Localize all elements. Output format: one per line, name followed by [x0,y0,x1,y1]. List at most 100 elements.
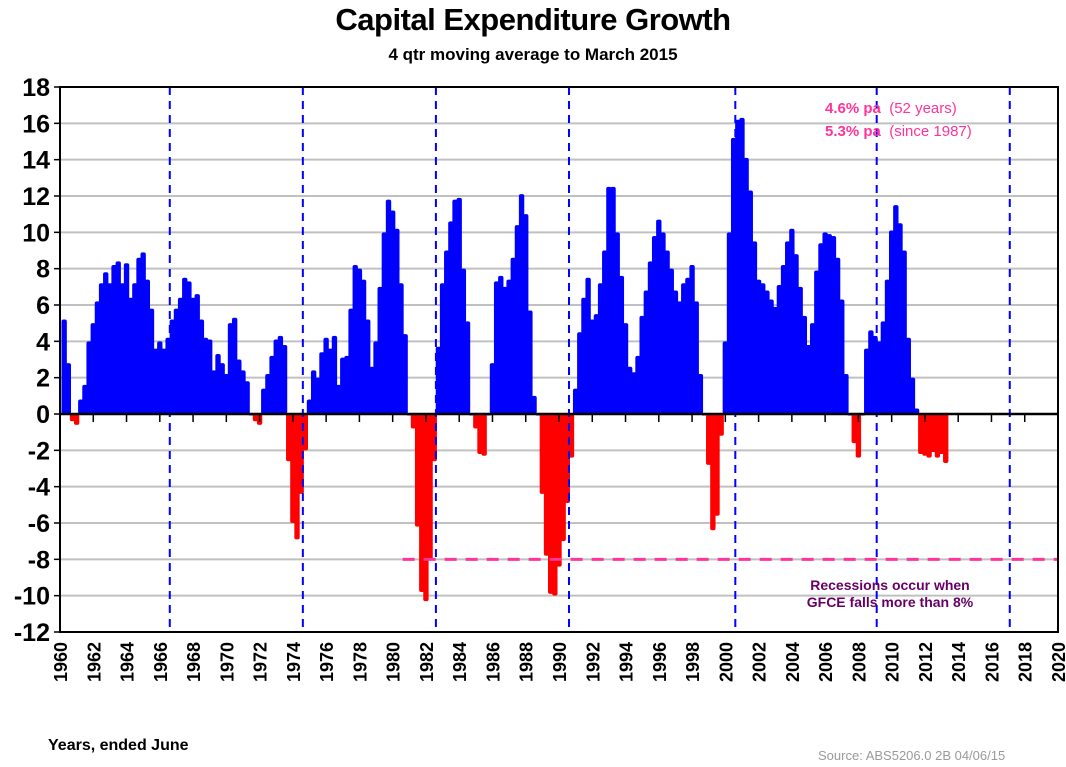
bar-positive [198,319,205,414]
bar-positive [764,290,770,414]
bar-positive [269,355,275,414]
bar-positive [589,319,595,414]
bar-positive [107,283,113,414]
bar-positive [822,232,828,414]
recession-markers [168,87,1011,632]
x-tick-label: 2000 [716,642,736,682]
bar-negative [718,414,724,436]
bar-negative [714,414,720,516]
bar-positive [152,348,159,414]
bar-positive [627,366,633,414]
bar-positive [685,277,691,414]
bar-positive [664,250,670,414]
bar-positive [651,235,658,414]
bar-positive [148,308,155,414]
bar-negative [423,414,429,602]
source-note: Source: ABS5206.0 2B 04/06/15 [818,748,1006,763]
bar-positive [818,243,824,414]
bar-positive [323,337,329,414]
bar-positive [202,337,209,414]
bar-negative [943,414,949,464]
bar-positive [506,279,512,414]
bars [61,117,949,602]
x-tick-label: 1976 [317,642,337,682]
x-tick-label: 1964 [118,642,138,682]
bar-positive [843,374,849,414]
x-tick-label: 1974 [284,642,304,682]
bar-positive [190,297,196,414]
bar-positive [864,348,870,414]
bar-positive [315,377,321,414]
bar-positive [834,257,841,414]
bar-positive [402,334,408,414]
bar-positive [169,319,175,414]
bar-negative [548,414,554,594]
bar-negative [560,414,566,542]
x-tick-label: 2014 [949,642,969,682]
bar-positive [776,285,783,414]
annotation-average-since-value: 5.3% pa [825,123,881,140]
bar-positive [186,281,192,414]
bar-positive [352,265,358,414]
x-tick-label: 1966 [151,642,171,682]
y-tick-label: 14 [22,147,50,175]
bar-positive [751,241,758,414]
x-tick-label: 2018 [1016,642,1036,682]
bar-positive [876,341,882,414]
bar-positive [780,265,787,414]
bar-positive [144,279,151,414]
x-tick-label: 1978 [350,642,370,682]
x-tick-label: 1968 [184,642,204,682]
bar-positive [86,341,92,414]
bar-positive [103,272,109,414]
bar-positive [785,241,791,414]
bar-positive [743,157,749,414]
bar-positive [905,337,911,414]
bar-positive [385,199,392,414]
bar-positive [618,275,625,414]
bar-positive [610,186,616,414]
bar-positive [132,283,138,414]
bar-positive [502,286,508,414]
bar-positive [676,301,683,414]
x-tick-label: 1992 [583,642,603,682]
x-tick-label: 1986 [483,642,503,682]
x-tick-label: 1970 [217,642,237,682]
annotation-average-since-1987: 5.3% pa (since 1987) [825,123,972,140]
bar-positive [739,117,745,414]
bar-positive [348,308,354,414]
bar-negative [938,414,945,454]
bar-positive [602,250,608,414]
bar-positive [240,370,246,414]
y-tick-label: -8 [28,546,50,574]
bar-negative [473,414,479,429]
bar-positive [360,279,367,414]
bar-positive [635,355,641,414]
bar-positive [614,232,620,414]
bar-positive [344,355,350,414]
bar-positive [82,384,88,414]
bar-positive [98,283,105,414]
bar-negative [706,414,712,465]
bar-positive [335,384,342,414]
y-tick-label: -2 [28,437,50,465]
bar-positive [514,225,521,414]
bar-negative [926,414,932,458]
bar-positive [531,395,537,414]
bar-positive [622,323,629,414]
x-tick-label: 1988 [517,642,537,682]
y-tick-label: -4 [28,474,50,502]
bar-positive [281,344,288,414]
bar-negative [410,414,417,429]
x-tick-label: 1984 [450,642,470,682]
bar-positive [793,254,799,414]
bar-negative [290,414,296,523]
bar-positive [585,277,591,414]
bar-positive [498,275,504,414]
x-tick-label: 2012 [916,642,936,682]
bar-positive [464,321,471,414]
bar-negative [934,414,941,458]
chart-title: Capital Expenditure Growth [335,2,731,37]
bar-positive [809,323,816,414]
bar-negative [539,414,546,494]
